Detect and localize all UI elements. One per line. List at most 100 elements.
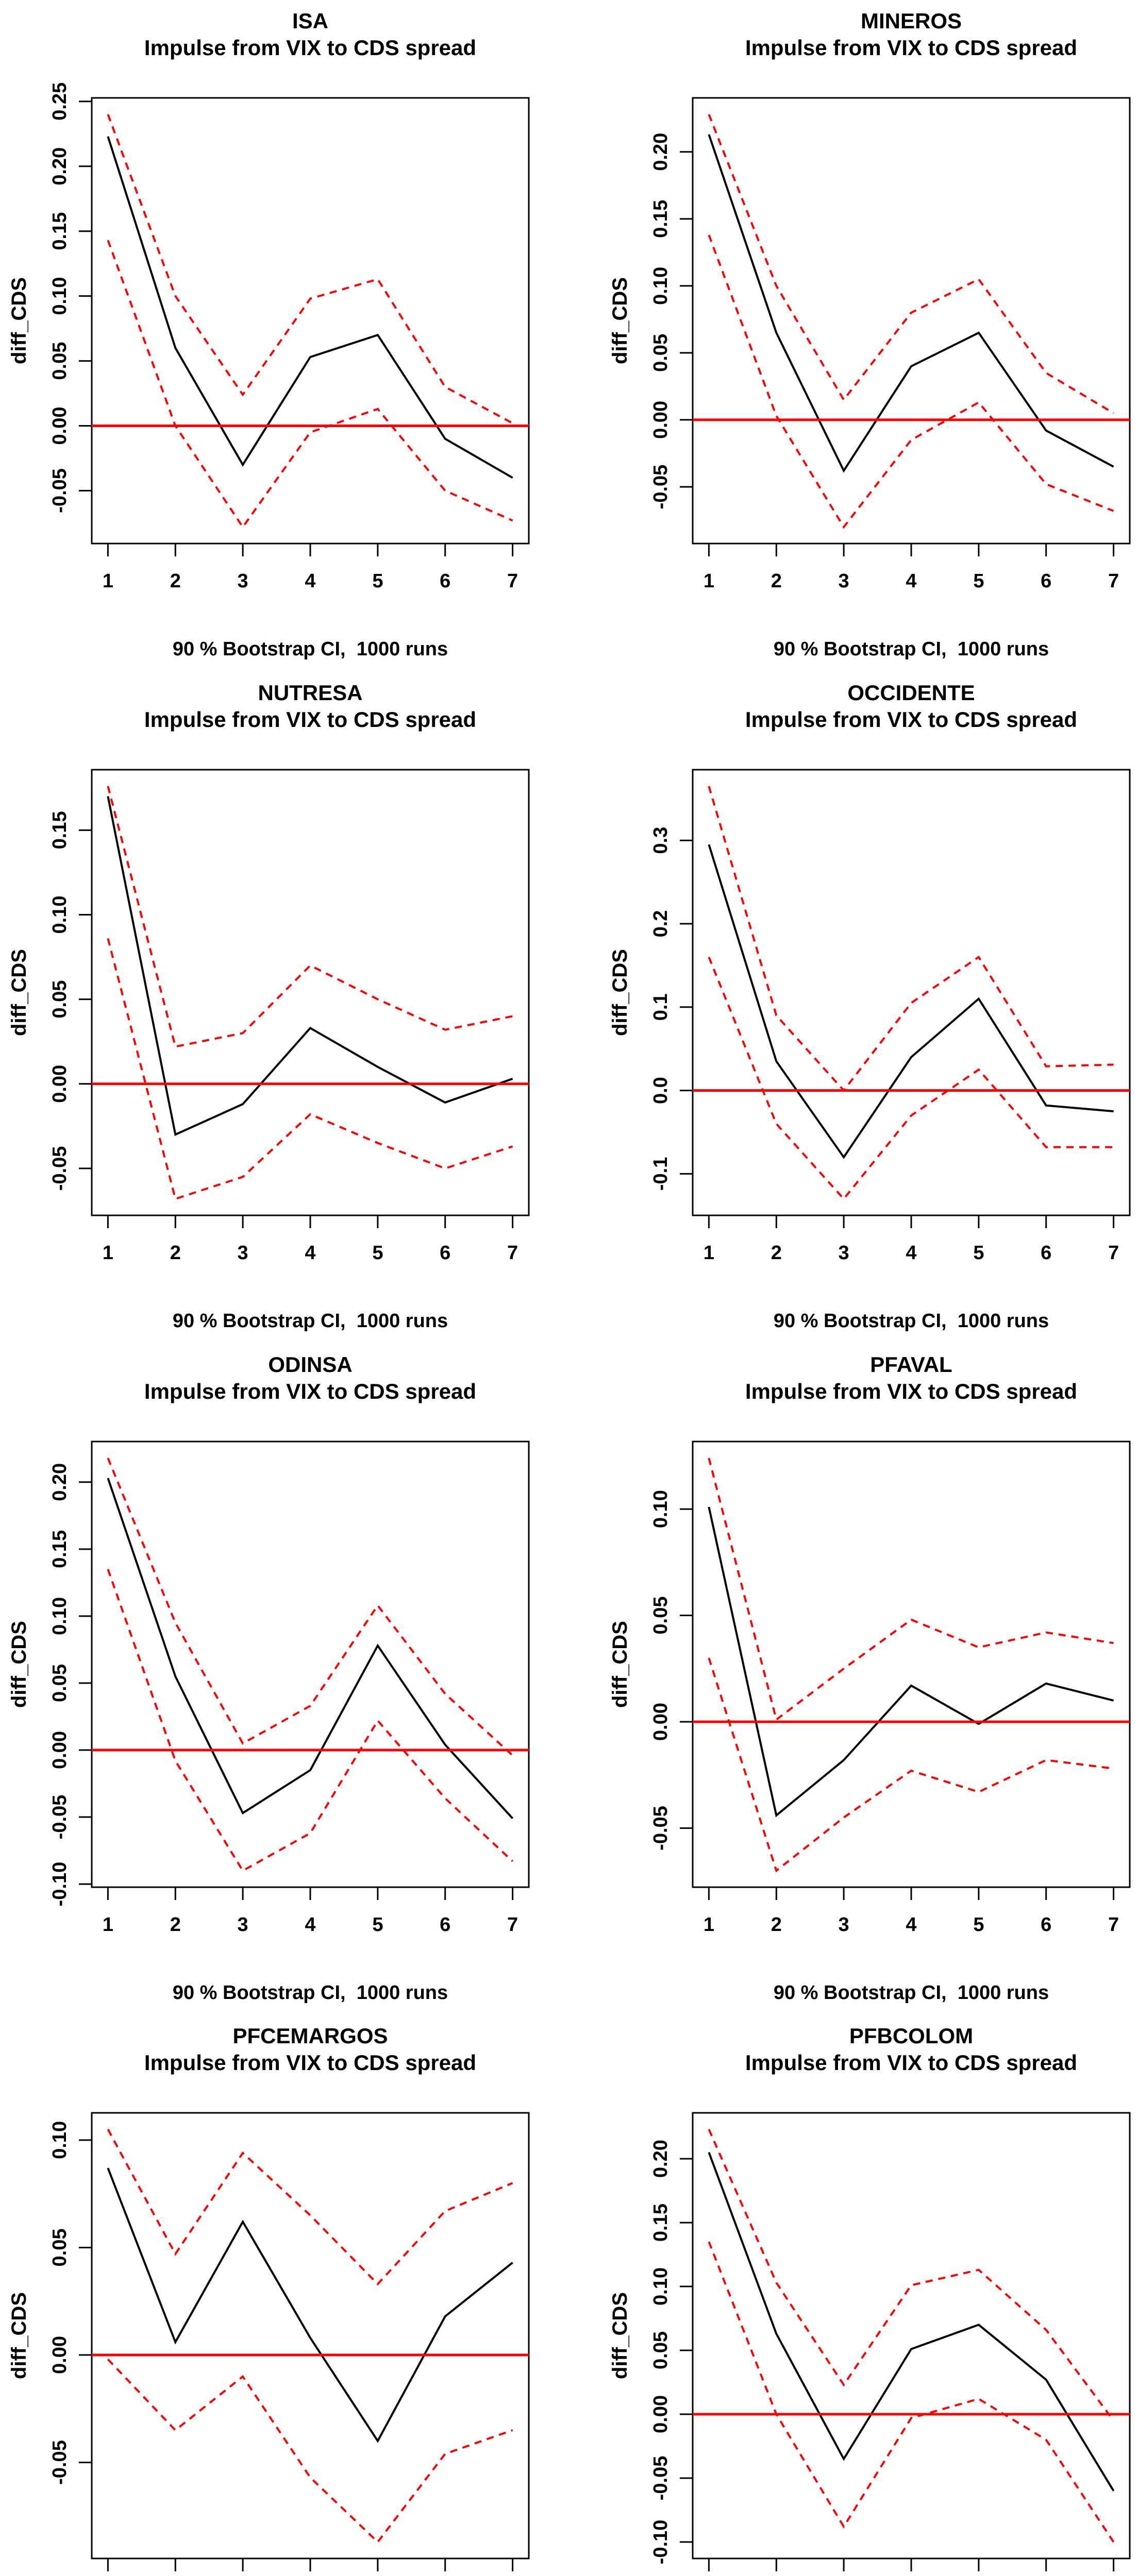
x-tick-label: 2 xyxy=(170,1242,181,1264)
y-tick-label: -0.05 xyxy=(650,465,672,510)
x-tick-label: 7 xyxy=(1108,1242,1119,1264)
x-tick-label: 1 xyxy=(103,570,113,592)
y-axis-label: diff_CDS xyxy=(609,277,631,364)
chart-title: ODINSA xyxy=(268,1352,352,1377)
impulse-line xyxy=(708,844,1114,1159)
chart-title: PFCEMARGOS xyxy=(232,2024,388,2048)
lower-ci-line xyxy=(107,2359,513,2544)
impulse-line xyxy=(107,1477,514,1819)
x-tick-label: 1 xyxy=(704,570,714,592)
y-tick-label: 0.10 xyxy=(49,1597,71,1635)
plot-box xyxy=(692,1440,1131,1888)
y-tick-label: 0.05 xyxy=(49,1664,71,1702)
chart-subtitle: Impulse from VIX to CDS spread xyxy=(144,36,476,60)
y-tick-label: 0.05 xyxy=(49,342,71,380)
x-tick-label: 6 xyxy=(440,1242,450,1264)
x-tick-label: 6 xyxy=(1041,1242,1051,1264)
x-tick-label: 2 xyxy=(771,570,782,592)
impulse-line xyxy=(708,2152,1115,2492)
y-tick-label: 0.05 xyxy=(49,980,71,1018)
y-tick-label: 0.00 xyxy=(49,1065,71,1103)
irf-chart: PFBCOLOM Impulse from VIX to CDS spread -0… xyxy=(569,2015,1138,2576)
y-tick-label: 0.3 xyxy=(650,827,672,854)
impulse-line xyxy=(107,136,513,479)
y-tick-label: -0.10 xyxy=(650,2520,672,2565)
chart-caption: 90 % Bootstrap CI, 1000 runs xyxy=(173,1982,448,2004)
chart-caption: 90 % Bootstrap CI, 1000 runs xyxy=(774,1982,1049,2004)
impulse-line xyxy=(107,2167,513,2444)
x-tick-label: 6 xyxy=(440,570,450,592)
y-tick-label: 0.00 xyxy=(650,1703,672,1741)
y-tick-label: 0.05 xyxy=(650,334,672,372)
lower-ci-line xyxy=(708,956,1114,1200)
plot-box xyxy=(91,2112,530,2560)
chart-subtitle: Impulse from VIX to CDS spread xyxy=(144,707,476,732)
upper-ci-line xyxy=(107,786,513,1048)
y-tick-label: 0.05 xyxy=(650,1596,672,1634)
y-tick-label: 0.15 xyxy=(49,212,71,250)
chart-subtitle: Impulse from VIX to CDS spread xyxy=(745,2050,1077,2075)
x-tick-label: 4 xyxy=(906,1914,916,1936)
y-tick-label: 0.00 xyxy=(650,2395,672,2433)
lower-ci-line xyxy=(708,234,1114,529)
upper-ci-line xyxy=(107,1457,513,1756)
y-tick-label: -0.1 xyxy=(650,1157,672,1190)
upper-ci-line xyxy=(708,786,1114,1092)
x-tick-label: 1 xyxy=(704,1242,714,1264)
x-tick-label: 7 xyxy=(507,1242,518,1264)
upper-ci-line xyxy=(107,114,513,425)
y-tick-label: -0.05 xyxy=(650,1806,672,1851)
plot-box xyxy=(91,769,530,1216)
plot-box xyxy=(91,97,530,545)
lower-ci-line xyxy=(107,1568,513,1872)
upper-ci-line xyxy=(708,114,1114,414)
chart-subtitle: Impulse from VIX to CDS spread xyxy=(745,36,1077,60)
y-tick-label: -0.05 xyxy=(49,468,71,513)
x-tick-label: 2 xyxy=(771,1242,782,1264)
impulse-line xyxy=(708,1506,1114,1817)
y-axis-label: diff_CDS xyxy=(8,277,30,364)
x-tick-label: 6 xyxy=(440,1914,450,1936)
y-tick-label: 0.00 xyxy=(49,2336,71,2374)
x-tick-label: 3 xyxy=(238,1914,248,1936)
x-tick-label: 1 xyxy=(103,1914,113,1936)
y-tick-label: -0.10 xyxy=(49,1861,71,1906)
irf-chart: NUTRESA Impulse from VIX to CDS spread -0.… xyxy=(0,672,569,1344)
y-tick-label: 0.1 xyxy=(650,993,672,1021)
chart-caption: 90 % Bootstrap CI, 1000 runs xyxy=(173,1310,448,1332)
y-tick-label: -0.05 xyxy=(49,1146,71,1191)
plot-box xyxy=(692,2112,1131,2560)
chart-title: PFBCOLOM xyxy=(849,2024,973,2048)
chart-subtitle: Impulse from VIX to CDS spread xyxy=(745,707,1077,732)
x-tick-label: 2 xyxy=(170,1914,181,1936)
irf-chart: ISA Impulse from VIX to CDS spread -0.05 0.… xyxy=(0,0,569,672)
y-tick-label: -0.05 xyxy=(650,2456,672,2501)
y-tick-label: 0.10 xyxy=(49,2121,71,2159)
y-tick-label: 0.0 xyxy=(650,1077,672,1104)
x-tick-label: 4 xyxy=(906,570,916,592)
plot-box xyxy=(692,769,1131,1216)
y-tick-label: 0.10 xyxy=(650,1490,672,1528)
y-tick-label: 0.10 xyxy=(49,277,71,315)
plot-box xyxy=(692,97,1131,545)
y-axis-label: diff_CDS xyxy=(8,2292,30,2379)
x-tick-label: 3 xyxy=(839,570,849,592)
upper-ci-line xyxy=(708,1458,1114,1721)
y-tick-label: 0.20 xyxy=(49,147,71,185)
plot-box xyxy=(91,1440,530,1888)
x-tick-label: 7 xyxy=(507,570,518,592)
irf-chart: PFCEMARGOS Impulse from VIX to CDS spread… xyxy=(0,2015,569,2576)
y-axis-label: diff_CDS xyxy=(8,949,30,1036)
impulse-line xyxy=(708,134,1114,473)
lower-ci-line xyxy=(107,938,513,1200)
x-tick-label: 6 xyxy=(1041,1914,1051,1936)
y-axis-label: diff_CDS xyxy=(8,1621,30,1708)
x-tick-label: 3 xyxy=(839,1914,849,1936)
y-tick-label: 0.10 xyxy=(650,267,672,305)
irf-chart-svg: ISA Impulse from VIX to CDS spread -0.05 0.… xyxy=(8,9,530,660)
